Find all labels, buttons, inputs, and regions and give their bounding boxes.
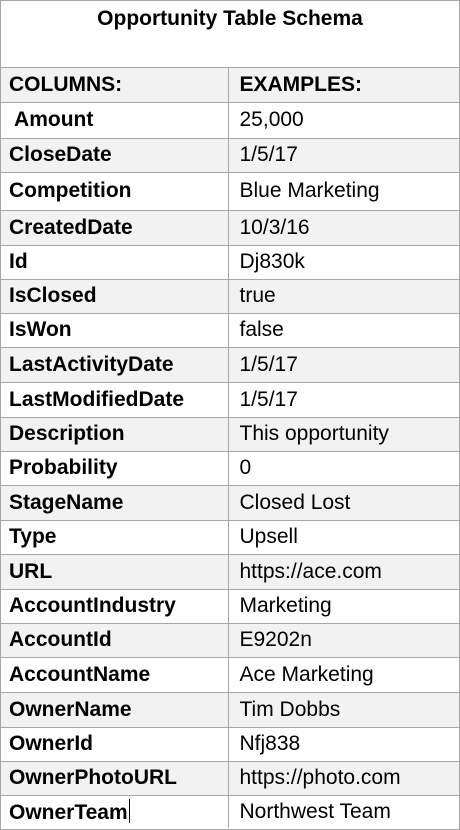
- table-row: Description This opportunity: [1, 417, 459, 452]
- columns-header-cell[interactable]: COLUMNS:: [1, 68, 229, 103]
- schema-table: COLUMNS: EXAMPLES: Amount 25,000 CloseDate…: [1, 68, 459, 828]
- example-value-cell[interactable]: https://ace.com: [228, 554, 459, 590]
- example-value-cell[interactable]: This opportunity: [228, 417, 459, 452]
- column-name-cell[interactable]: StageName: [1, 485, 229, 521]
- column-name-cell[interactable]: IsWon: [1, 313, 229, 348]
- column-name-cell[interactable]: OwnerId: [1, 727, 229, 762]
- table-row: CreatedDate 10/3/16: [1, 210, 459, 246]
- table-title: Opportunity Table Schema: [97, 7, 363, 30]
- table-row: IsClosed true: [1, 279, 459, 314]
- column-name-cell[interactable]: Probability: [1, 451, 229, 486]
- example-value-cell[interactable]: false: [228, 313, 459, 348]
- example-value-cell[interactable]: Upsell: [228, 520, 459, 555]
- example-value-cell[interactable]: 1/5/17: [228, 138, 459, 173]
- title-cell[interactable]: Opportunity Table Schema: [1, 1, 459, 68]
- example-value-cell[interactable]: E9202n: [228, 623, 459, 658]
- examples-header-cell[interactable]: EXAMPLES:: [228, 68, 459, 103]
- column-name-cell[interactable]: CloseDate: [1, 138, 229, 173]
- table-row: Probability 0: [1, 451, 459, 486]
- example-value-cell[interactable]: Marketing: [228, 589, 459, 624]
- table-row: OwnerName Tim Dobbs: [1, 692, 459, 728]
- example-value-cell[interactable]: 1/5/17: [228, 347, 459, 383]
- column-name-cell[interactable]: Competition: [1, 172, 229, 211]
- table-row: LastActivityDate 1/5/17: [1, 347, 459, 383]
- column-name-cell[interactable]: CreatedDate: [1, 210, 229, 246]
- table-row: AccountName Ace Marketing: [1, 657, 459, 693]
- column-name-cell[interactable]: LastModifiedDate: [1, 382, 229, 418]
- table-row: OwnerPhotoURL https://photo.com: [1, 761, 459, 796]
- column-name-cell[interactable]: URL: [1, 554, 229, 590]
- column-name-cell[interactable]: AccountId: [1, 623, 229, 658]
- example-value-cell[interactable]: Dj830k: [228, 245, 459, 280]
- column-name-cell[interactable]: Amount: [1, 102, 229, 139]
- table-row: Id Dj830k: [1, 245, 459, 280]
- example-value-cell[interactable]: 0: [228, 451, 459, 486]
- example-value-cell[interactable]: Closed Lost: [228, 485, 459, 521]
- table-row: OwnerId Nfj838: [1, 727, 459, 762]
- column-name-cell[interactable]: Id: [1, 245, 229, 280]
- column-name-cell[interactable]: OwnerTeam: [1, 795, 229, 828]
- column-name-cell[interactable]: Description: [1, 417, 229, 452]
- table-row: AccountId E9202n: [1, 623, 459, 658]
- table-row: URL https://ace.com: [1, 554, 459, 590]
- table-row: Amount 25,000: [1, 102, 459, 139]
- example-value-cell[interactable]: true: [228, 279, 459, 314]
- column-name-cell[interactable]: AccountName: [1, 657, 229, 693]
- column-name-cell[interactable]: Type: [1, 520, 229, 555]
- example-value-cell[interactable]: 1/5/17: [228, 382, 459, 418]
- table-row: CloseDate 1/5/17: [1, 138, 459, 173]
- column-name-cell[interactable]: AccountIndustry: [1, 589, 229, 624]
- column-name-cell[interactable]: OwnerName: [1, 692, 229, 728]
- example-value-cell[interactable]: https://photo.com: [228, 761, 459, 796]
- example-value-cell[interactable]: Nfj838: [228, 727, 459, 762]
- example-value-cell[interactable]: Ace Marketing: [228, 657, 459, 693]
- table-row: Type Upsell: [1, 520, 459, 555]
- schema-table-body: COLUMNS: EXAMPLES: Amount 25,000 CloseDate…: [1, 68, 459, 828]
- table-row: Competition Blue Marketing: [1, 172, 459, 211]
- example-value-cell[interactable]: 25,000: [228, 102, 459, 139]
- example-value-cell[interactable]: Northwest Team: [228, 795, 459, 828]
- text-cursor: [128, 798, 130, 823]
- table-row: LastModifiedDate 1/5/17: [1, 382, 459, 418]
- table-row: StageName Closed Lost: [1, 485, 459, 521]
- table-row: IsWon false: [1, 313, 459, 348]
- table-row: AccountIndustry Marketing: [1, 589, 459, 624]
- header-row: COLUMNS: EXAMPLES:: [1, 68, 459, 103]
- example-value-cell[interactable]: Blue Marketing: [228, 172, 459, 211]
- column-name-cell[interactable]: IsClosed: [1, 279, 229, 314]
- column-name-cell[interactable]: LastActivityDate: [1, 347, 229, 383]
- example-value-cell[interactable]: 10/3/16: [228, 210, 459, 246]
- example-value-cell[interactable]: Tim Dobbs: [228, 692, 459, 728]
- table-row: OwnerTeam Northwest Team: [1, 795, 459, 828]
- column-name-cell[interactable]: OwnerPhotoURL: [1, 761, 229, 796]
